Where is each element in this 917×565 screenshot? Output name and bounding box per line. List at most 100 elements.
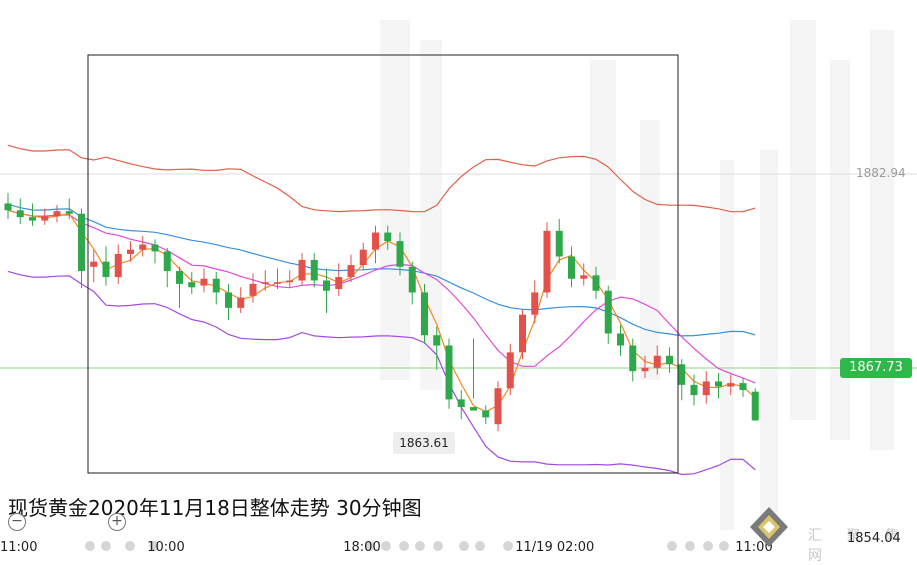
candle-body [78,213,85,272]
candle-body [372,232,379,250]
watermark-bar-5 [830,60,850,440]
timeline-dot[interactable] [399,541,409,551]
highlight-frame [87,54,679,474]
x-tick-label: 10:00 [147,540,185,555]
candle-body [531,292,539,315]
candle-body [751,391,759,421]
brand-logo-icon [750,507,788,547]
timeline-dot[interactable] [503,541,513,551]
candle-body [506,352,514,389]
zoom-in-button[interactable]: + [108,513,126,531]
candle-body [41,216,49,221]
candle-body [580,275,588,279]
candle-body [200,278,208,286]
watermark-bar-7 [590,60,616,280]
candle-body [65,211,73,214]
candle-body [249,283,257,296]
candle-body [470,407,477,411]
watermark-bar-3 [760,150,778,530]
candle-body [359,249,367,266]
candles [4,193,759,432]
candle-body [151,244,159,252]
low-price-label: 1863.61 [393,432,455,454]
candle-body [568,256,575,279]
timeline-dot[interactable] [433,541,443,551]
timeline-dot[interactable] [459,541,469,551]
candle-body [102,261,110,278]
watermark-bar-2 [720,160,734,530]
candle-body [421,292,428,336]
timeline-dot[interactable] [365,541,375,551]
candle-body [433,335,441,346]
candle-body [188,282,196,288]
candle-body [617,333,624,346]
candle-body [384,232,392,242]
candle-body [298,259,306,281]
candle-body [494,388,502,425]
watermark-bar-8 [640,120,660,380]
candle-body [163,251,171,272]
current-price-badge: 1867.73 [840,358,912,378]
candle-body [715,381,722,387]
candle-body [678,364,686,385]
candle-body [604,290,612,334]
watermark-bar-0 [380,20,410,380]
candle-body [286,280,294,283]
bottom-price-label: 1854.04 [847,531,901,546]
timeline-dot[interactable] [685,541,695,551]
x-tick-label: 11/19 02:00 [515,540,595,555]
candle-body [555,230,563,257]
reference-price-label: 1882.94 [856,166,906,180]
upper-band-line [7,144,756,213]
timeline-dot[interactable] [667,541,677,551]
timeline-dot[interactable] [381,541,391,551]
timeline-dot[interactable] [149,541,159,551]
candle-body [53,211,61,217]
candle-body [127,249,134,254]
candle-body [739,383,747,390]
timeline-dot[interactable] [125,541,135,551]
candle-body [653,355,661,368]
timeline-dot[interactable] [415,541,425,551]
candle-body [16,210,24,218]
candle-body [347,265,355,278]
candle-body [519,314,526,353]
candle-body [482,410,490,418]
candle-body [543,230,551,293]
x-tick-label: 11:00 [735,540,773,555]
candle-body [335,277,343,290]
timeline-dot[interactable] [85,541,95,551]
timeline-dot[interactable] [703,541,713,551]
candle-body [408,266,416,293]
x-tick-label: 18:00 [343,540,381,555]
candle-body [690,384,698,396]
candle-body [702,381,710,396]
background-watermark [380,20,894,530]
timeline-dots [85,541,729,551]
x-tick-label: 11:00 [0,540,38,555]
candle-body [237,297,245,308]
timeline-dot[interactable] [475,541,485,551]
zoom-out-button[interactable]: − [8,513,26,531]
candle-body [90,261,98,267]
candle-body [666,355,673,365]
candle-body [445,345,453,400]
candle-body [225,292,232,308]
watermark-bar-4 [790,20,816,420]
timeline-dot[interactable] [719,541,729,551]
candle-body [114,253,122,278]
candle-body [4,203,12,211]
candle-body [212,278,220,293]
candle-body [727,383,735,387]
candle-body [29,217,36,221]
candle-body [592,275,600,291]
candle-body [274,282,281,284]
candle-body [261,282,269,284]
ma-mid-line [7,209,756,384]
timeline-dot[interactable] [101,541,111,551]
candle-body [139,244,147,250]
candle-body [323,280,330,291]
candle-body [176,271,183,284]
candle-body [396,241,404,267]
